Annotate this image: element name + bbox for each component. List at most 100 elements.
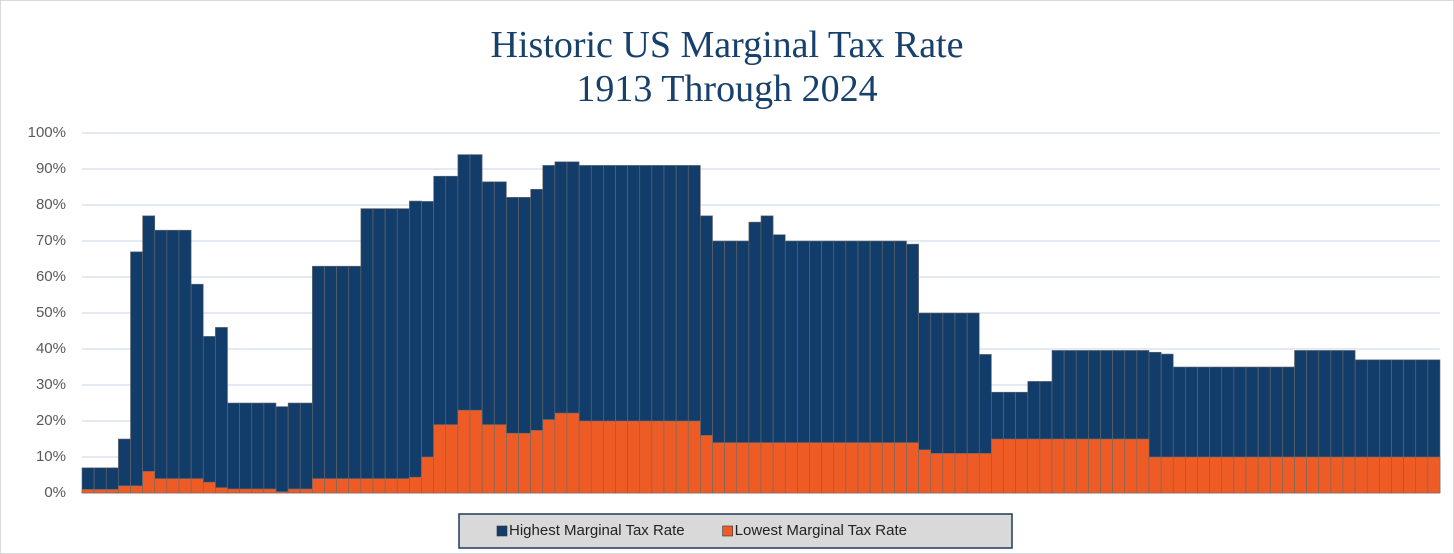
- grid: 0% 10% 20% 30% 40% 50% 60% 70% 80% 90% 100%: [28, 124, 1440, 501]
- bar: [312, 478, 325, 494]
- bar: [360, 478, 374, 494]
- bar: [396, 208, 410, 494]
- bar: [118, 438, 131, 494]
- bar: [166, 229, 180, 494]
- bars: [81, 154, 1441, 494]
- bar: [93, 489, 107, 494]
- bar: [954, 453, 968, 494]
- bar: [130, 251, 143, 494]
- bar: [1257, 456, 1271, 494]
- bar: [1136, 438, 1150, 494]
- bar: [506, 432, 519, 494]
- bar: [287, 402, 301, 494]
- bar: [178, 229, 192, 494]
- bar: [1269, 456, 1283, 494]
- bar: [409, 200, 422, 494]
- y-tick-label: 30%: [36, 376, 66, 393]
- bar: [481, 424, 495, 494]
- bar: [239, 488, 253, 494]
- bar: [1354, 456, 1368, 494]
- bar: [978, 453, 992, 494]
- bar: [142, 471, 156, 494]
- bar: [263, 402, 277, 494]
- bar: [336, 478, 350, 494]
- bar: [991, 438, 1004, 494]
- bar: [1039, 438, 1053, 494]
- bar: [1148, 456, 1162, 494]
- bar: [1051, 438, 1065, 494]
- bar: [251, 488, 265, 494]
- bar: [518, 432, 531, 494]
- bar: [1366, 456, 1380, 494]
- bar: [1342, 456, 1356, 494]
- bar: [154, 478, 168, 494]
- bar: [1415, 456, 1429, 494]
- bar: [202, 481, 216, 494]
- bar: [1160, 456, 1174, 494]
- y-tick-label: 0%: [44, 484, 66, 501]
- bar: [821, 442, 835, 494]
- bar: [372, 478, 386, 494]
- bar: [348, 478, 362, 494]
- bar: [797, 442, 810, 494]
- bar: [663, 420, 677, 494]
- bar: [760, 442, 774, 494]
- bar: [1185, 456, 1198, 494]
- bar: [881, 442, 895, 494]
- legend: Highest Marginal Tax Rate Lowest Marginal…: [458, 513, 1013, 549]
- bar: [1100, 438, 1113, 494]
- legend-label: Lowest Marginal Tax Rate: [735, 522, 907, 539]
- bar: [772, 442, 786, 494]
- y-tick-label: 80%: [36, 196, 66, 213]
- bar: [930, 453, 944, 494]
- bar: [857, 442, 871, 494]
- bar: [469, 409, 483, 494]
- bar: [1330, 456, 1344, 494]
- bar: [736, 442, 750, 494]
- bar: [1063, 438, 1077, 494]
- bar: [384, 208, 398, 494]
- bar: [178, 478, 192, 494]
- bar: [215, 487, 228, 494]
- bar: [845, 442, 859, 494]
- bar: [275, 491, 289, 494]
- bar: [554, 412, 568, 494]
- legend-swatch: [496, 525, 508, 537]
- y-tick-label: 60%: [36, 268, 66, 285]
- bar: [1233, 456, 1247, 494]
- bar: [603, 420, 616, 494]
- bar: [190, 478, 204, 494]
- bar: [675, 420, 689, 494]
- bar: [1124, 438, 1138, 494]
- bar: [142, 215, 156, 494]
- bar: [1379, 456, 1392, 494]
- bar: [372, 208, 386, 494]
- bar: [433, 424, 447, 494]
- bar: [1172, 456, 1186, 494]
- bar: [942, 453, 956, 494]
- bar: [615, 420, 628, 494]
- bar: [651, 420, 665, 494]
- bar: [869, 442, 883, 494]
- bar: [1088, 438, 1101, 494]
- bar: [312, 265, 325, 494]
- bar: [360, 208, 374, 494]
- bar: [1075, 438, 1089, 494]
- bar: [299, 402, 313, 494]
- bar: [833, 442, 847, 494]
- bar: [627, 420, 641, 494]
- y-tick-label: 70%: [36, 232, 66, 249]
- bar: [396, 478, 410, 494]
- chart-title: Historic US Marginal Tax Rate: [491, 24, 964, 66]
- bar: [1282, 456, 1295, 494]
- y-tick-label: 50%: [36, 304, 66, 321]
- bar: [154, 229, 168, 494]
- bar: [348, 265, 362, 494]
- bar: [1294, 456, 1307, 494]
- bar: [445, 424, 459, 494]
- bar: [457, 409, 471, 494]
- bar: [421, 201, 434, 494]
- bar: [1209, 456, 1223, 494]
- bar: [700, 435, 713, 494]
